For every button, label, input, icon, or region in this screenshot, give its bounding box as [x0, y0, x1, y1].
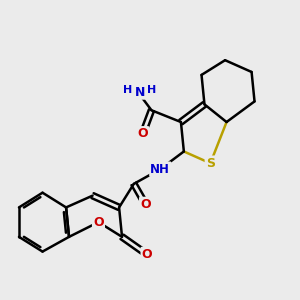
Text: O: O [137, 127, 148, 140]
Text: O: O [140, 198, 151, 211]
Text: H: H [147, 85, 156, 94]
Text: H: H [123, 85, 133, 94]
Text: N: N [134, 86, 145, 99]
Text: NH: NH [150, 163, 170, 176]
Text: S: S [206, 157, 215, 170]
Text: O: O [93, 216, 104, 229]
Text: O: O [142, 248, 152, 261]
